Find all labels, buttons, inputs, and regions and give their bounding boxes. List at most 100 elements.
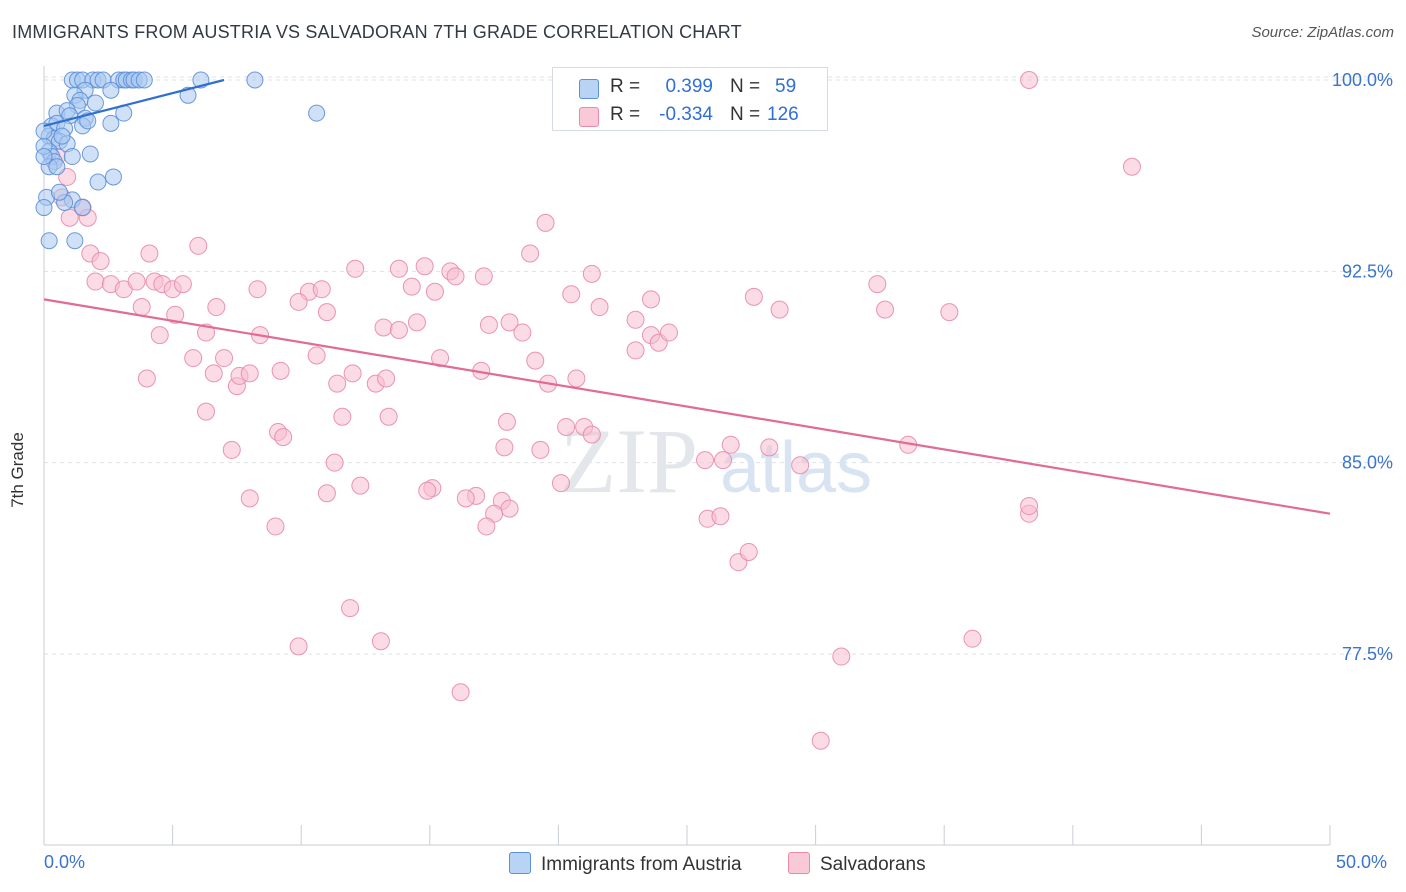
salvadoran-point [760, 438, 779, 457]
salvadoran-point [204, 364, 223, 383]
salvadoran-point [868, 275, 887, 294]
salvadoran-point [343, 364, 362, 383]
salvadoran-point [714, 451, 733, 470]
salvadoran-point [526, 351, 545, 370]
salvadoran-point [557, 417, 576, 436]
salvadoran-point [341, 599, 360, 618]
salvadoran-point [744, 287, 763, 306]
salvadoran-point [425, 282, 444, 301]
legend-r-label: R = [610, 104, 641, 125]
austria-point [246, 71, 264, 89]
austria-trend-line [43, 78, 225, 127]
salvadoran-point [626, 341, 645, 360]
salvadoran-point [582, 425, 601, 444]
salvadoran-point [479, 315, 498, 334]
legend-n-label: N = [730, 104, 761, 125]
salvadoran-point [963, 629, 982, 648]
salvadoran-point [1020, 497, 1039, 516]
bottom-legend-swatch-salvadoran [788, 852, 810, 874]
austria-point [74, 199, 92, 217]
x-tick-label-min: 0.0% [44, 852, 86, 872]
salvadoran-point [317, 303, 336, 322]
bottom-legend-label-austria: Immigrants from Austria [541, 854, 742, 875]
salvadoran-point [721, 435, 740, 454]
austria-point [35, 199, 53, 217]
salvadoran-point [567, 369, 586, 388]
source-credit: Source: ZipAtlas.com [1251, 24, 1394, 41]
salvadoran-point [551, 474, 570, 493]
salvadoran-point [696, 451, 715, 470]
legend-r-value-salvadoran: -0.334 [659, 104, 713, 125]
salvadoran-point [562, 285, 581, 304]
bottom-legend-swatch-austria [509, 852, 531, 874]
austria-point [53, 127, 71, 145]
salvadoran-point [590, 298, 609, 317]
salvadoran-point [495, 438, 514, 457]
legend-n-value-salvadoran: 126 [767, 104, 799, 125]
salvadoran-points [47, 71, 1141, 750]
austria-point [102, 81, 120, 99]
trend-lines [43, 78, 1331, 515]
salvadoran-point [876, 300, 895, 319]
salvadoran-point [418, 481, 437, 500]
austria-point [35, 122, 53, 140]
salvadoran-point [173, 275, 192, 294]
salvadoran-point [940, 303, 959, 322]
salvadoran-point [451, 683, 470, 702]
salvadoran-point [240, 489, 259, 508]
austria-point [50, 183, 68, 201]
austria-point [81, 145, 99, 163]
salvadoran-point [536, 213, 555, 232]
salvadoran-point [1020, 71, 1039, 89]
austria-point [35, 148, 53, 166]
austria-point [102, 114, 120, 132]
austria-point [40, 232, 58, 250]
bottom-legend-salvadoran: Salvadorans [788, 852, 926, 876]
salvadoran-point [166, 305, 185, 324]
legend-n-value-austria: 59 [775, 76, 797, 97]
legend-r-label: R = [610, 76, 641, 97]
salvadoran-point [197, 402, 216, 421]
austria-point [66, 232, 84, 250]
salvadoran-point [312, 280, 331, 299]
salvadoran-point [248, 280, 267, 299]
legend-row-austria: R = 0.399 N = 59 [553, 73, 827, 101]
salvadoran-point [274, 428, 293, 447]
austria-point [89, 173, 107, 191]
salvadoran-point [289, 637, 308, 656]
salvadoran-point [582, 264, 601, 283]
salvadoran-point [641, 290, 660, 309]
salvadoran-point [197, 323, 216, 342]
salvadoran-point [791, 456, 810, 475]
austria-point [63, 148, 81, 166]
salvadoran-point [770, 300, 789, 319]
salvadoran-point [222, 440, 241, 459]
salvadoran-point [711, 507, 730, 526]
salvadoran-point [500, 499, 519, 518]
salvadoran-point [132, 298, 151, 317]
salvadoran-point [60, 208, 79, 227]
legend-r-value-austria: 0.399 [665, 76, 713, 97]
legend-swatch-austria [579, 79, 599, 99]
salvadoran-point [389, 321, 408, 340]
y-tick-label: 92.5% [1342, 261, 1393, 281]
salvadoran-point [659, 323, 678, 342]
legend-n-label: N = [730, 76, 761, 97]
austria-point [308, 104, 326, 122]
chart-title: IMMIGRANTS FROM AUSTRIA VS SALVADORAN 7T… [12, 22, 742, 42]
salvadoran-point [325, 453, 344, 472]
salvadoran-point [739, 542, 758, 561]
salvadoran-point [140, 244, 159, 263]
salvadoran-point [415, 257, 434, 276]
salvadoran-point [189, 236, 208, 255]
legend-swatch-salvadoran [579, 107, 599, 127]
salvadoran-point [374, 318, 393, 337]
salvadoran-point [266, 517, 285, 536]
y-tick-label: 100.0% [1332, 70, 1393, 90]
salvadoran-point [137, 369, 156, 388]
salvadoran-point [456, 489, 475, 508]
x-tick-label-max: 50.0% [1336, 852, 1388, 872]
salvadoran-point [351, 476, 370, 495]
salvadoran-point [86, 272, 105, 291]
salvadoran-point [531, 440, 550, 459]
